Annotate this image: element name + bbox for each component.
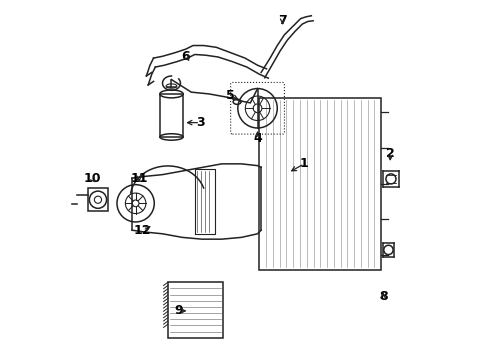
Bar <box>88 188 108 211</box>
Text: 5: 5 <box>226 89 235 102</box>
Bar <box>160 94 183 137</box>
Text: 8: 8 <box>379 290 388 303</box>
Text: 1: 1 <box>300 157 309 170</box>
Text: 7: 7 <box>278 14 287 27</box>
Text: 4: 4 <box>253 132 262 145</box>
Text: 12: 12 <box>134 224 151 237</box>
Bar <box>259 98 381 270</box>
Bar <box>168 282 223 338</box>
Text: 2: 2 <box>386 147 394 159</box>
Text: 3: 3 <box>196 116 204 129</box>
Text: 10: 10 <box>83 172 100 185</box>
Text: 9: 9 <box>174 305 183 318</box>
Text: 11: 11 <box>130 172 148 185</box>
Text: 6: 6 <box>181 50 190 63</box>
